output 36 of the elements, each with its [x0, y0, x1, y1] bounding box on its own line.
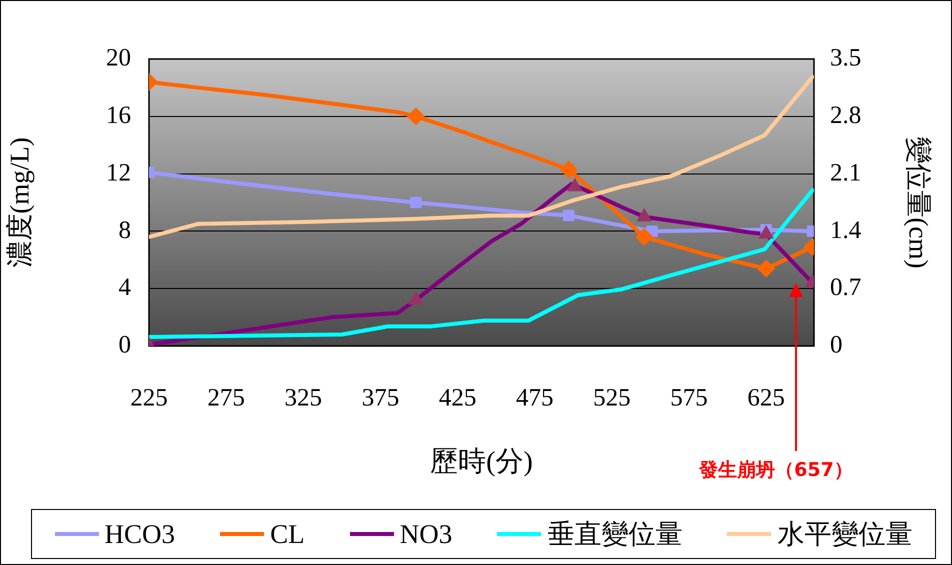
y-tick-label: 8	[118, 216, 131, 244]
x-tick-label: 375	[362, 384, 400, 412]
point	[406, 107, 425, 126]
point	[635, 228, 654, 246]
point	[410, 196, 422, 208]
y-axis-title: 濃度(mg/L)	[4, 137, 34, 268]
y2-tick-label: 2.8	[830, 102, 862, 129]
x-tick-label: 475	[516, 384, 554, 412]
x-tick-label: 525	[593, 384, 631, 412]
point	[563, 210, 574, 222]
point	[560, 160, 578, 178]
y2-tick-label: 0	[830, 332, 842, 359]
y2-tick-label: 0.7	[830, 274, 862, 302]
legend-label: 水平變位量	[777, 518, 912, 551]
x-tick-label: 425	[438, 384, 476, 412]
y-tick-label: 4	[118, 274, 132, 302]
text: 發生崩坍（657）	[698, 458, 853, 481]
legend-label: HCO3	[104, 518, 176, 550]
y-tick-label: 12	[106, 159, 131, 186]
x-tick-label: 325	[284, 384, 322, 412]
point	[757, 260, 776, 278]
legend-label: 垂直變位量	[547, 518, 682, 551]
x-axis-title: 歷時(分)	[430, 446, 533, 478]
x-tick-label: 575	[670, 384, 708, 412]
x-tick-label: 225	[130, 384, 168, 412]
legend-label: NO3	[400, 518, 452, 550]
y-tick-label: 0	[118, 332, 131, 359]
legend-label: CL	[270, 518, 305, 550]
y2-tick-label: 2.1	[830, 159, 862, 186]
y2-tick-label: 3.5	[830, 44, 862, 72]
y2-axis-title: 變位量(cm)	[904, 136, 934, 268]
y-tick-label: 20	[106, 44, 131, 72]
y2-tick-label: 1.4	[830, 216, 862, 244]
x-tick-label: 625	[747, 384, 785, 412]
y-tick-label: 16	[106, 102, 131, 129]
x-tick-label: 275	[207, 384, 245, 412]
